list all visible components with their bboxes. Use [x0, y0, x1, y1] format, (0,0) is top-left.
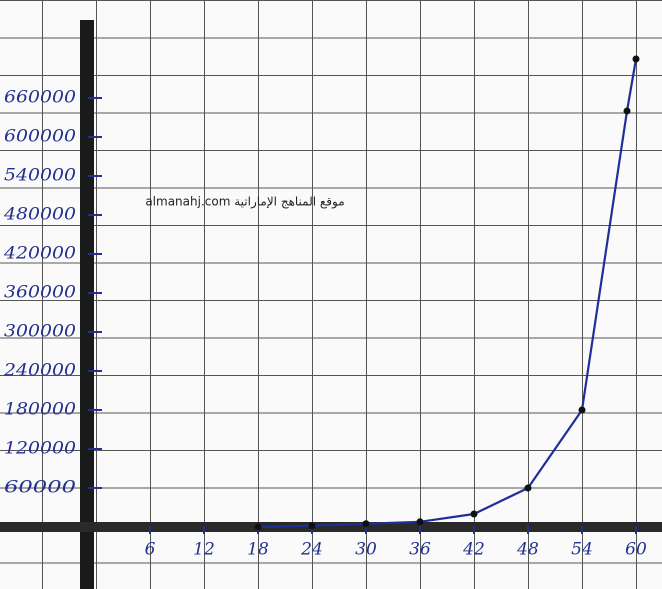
x-tick-label: 6 [145, 540, 156, 560]
y-tick-label: 480000 [3, 205, 76, 225]
x-tick-label: 12 [193, 540, 215, 560]
y-tick-label: 660000 [4, 88, 76, 108]
point [254, 523, 262, 531]
y-tick-label: 180000 [4, 400, 76, 420]
y-tick-label: 240000 [3, 361, 76, 381]
y-tick-label: 600000 [4, 127, 76, 147]
x-tick-label: 48 [516, 540, 539, 560]
watermark: almanahj.com موقع المناهج الإماراتية [145, 195, 344, 210]
point [362, 520, 370, 528]
y-tick-label: 420000 [3, 244, 76, 264]
point [470, 510, 478, 518]
x-axis [0, 522, 662, 532]
point [632, 55, 640, 63]
x-tick-label: 24 [300, 540, 323, 560]
y-tick-label: 360000 [4, 283, 76, 303]
point [578, 406, 586, 414]
x-tick-label: 18 [247, 540, 269, 560]
x-tick-label: 60 [625, 540, 647, 560]
y-tick-label: 300000 [4, 322, 76, 342]
point [416, 518, 424, 526]
x-tick-label: 36 [409, 540, 431, 560]
x-tick-label: 30 [355, 540, 377, 560]
y-tick-label: 120000 [4, 439, 76, 459]
y-axis [80, 20, 94, 589]
x-tick-label: 42 [462, 540, 485, 560]
point [623, 107, 631, 115]
point [308, 522, 316, 530]
x-tick-label: 54 [571, 540, 593, 560]
point [524, 484, 532, 492]
y-tick-label: 540000 [4, 166, 76, 186]
y-tick-label: 60000 [4, 478, 76, 498]
